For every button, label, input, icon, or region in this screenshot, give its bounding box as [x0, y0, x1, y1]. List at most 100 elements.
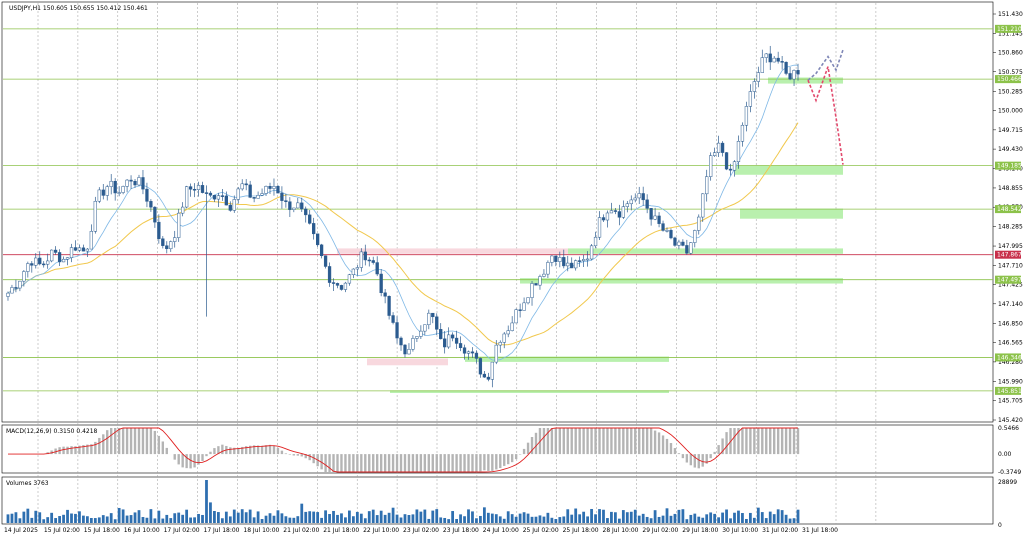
candle: [268, 182, 272, 195]
candle: [558, 251, 562, 268]
candle-body: [85, 248, 90, 252]
candle: [589, 243, 594, 261]
candle: [165, 241, 169, 254]
candle: [458, 336, 463, 352]
candle-body: [665, 230, 669, 232]
volume-bar: [157, 510, 161, 523]
candle-body: [740, 124, 745, 142]
candle-body: [10, 287, 14, 294]
volume-bar: [772, 514, 776, 523]
candle-body: [458, 343, 463, 348]
candle: [538, 274, 542, 290]
volume-bar: [153, 518, 157, 523]
candle-body: [625, 203, 629, 207]
candle-body: [546, 262, 550, 275]
candle: [161, 236, 165, 249]
candle: [784, 61, 788, 76]
candle: [73, 240, 78, 252]
volume-bar: [427, 518, 431, 523]
volume-bar: [10, 513, 14, 523]
candle-body: [716, 142, 721, 153]
candle: [633, 193, 637, 203]
candle: [93, 196, 97, 234]
candle: [22, 270, 26, 287]
candle-body: [423, 324, 427, 332]
candle: [308, 210, 312, 225]
candle: [296, 197, 300, 209]
volume-bar: [741, 513, 744, 523]
candle-body: [621, 206, 625, 218]
candle-body: [121, 186, 125, 193]
volume-bar: [38, 512, 42, 523]
volume-bar: [574, 508, 578, 523]
candle: [403, 344, 407, 358]
volume-bar: [244, 512, 248, 523]
candle-body: [645, 199, 649, 209]
candle: [478, 357, 483, 378]
price-tick-label: 147.425: [998, 282, 1023, 289]
price-tick-label: 146.850: [998, 320, 1023, 327]
volume-bar: [510, 514, 514, 523]
candle: [319, 243, 324, 259]
candle-body: [117, 192, 121, 194]
candle: [85, 248, 90, 258]
candle-body: [236, 188, 240, 200]
volume-bar: [506, 511, 510, 523]
candle-body: [42, 263, 46, 266]
candle-body: [427, 312, 431, 325]
candle: [224, 191, 228, 206]
candle-body: [391, 315, 395, 323]
candle-body: [462, 347, 467, 354]
candle: [625, 200, 629, 213]
level-price-tag: [995, 75, 1021, 84]
price-tick-label: 150.285: [998, 88, 1023, 95]
volume-bar: [276, 510, 280, 523]
volume-bar: [359, 513, 363, 523]
volume-bar: [34, 510, 38, 523]
candle-body: [407, 349, 411, 355]
volume-bar: [411, 514, 415, 523]
candle-body: [105, 186, 109, 196]
time-axis-label: 31 Jul 02:00: [762, 527, 798, 534]
volume-bar: [351, 516, 355, 523]
candle: [645, 194, 649, 214]
forecast-down-path: [807, 66, 844, 165]
volume-bar: [30, 517, 34, 523]
volume-bar: [228, 516, 232, 523]
candle-body: [510, 322, 514, 331]
volume-bar: [177, 512, 181, 523]
volume-bar: [332, 510, 335, 523]
candle: [149, 199, 153, 212]
candle: [482, 371, 487, 378]
candle-body: [216, 195, 221, 200]
volume-bar: [494, 514, 498, 523]
candle-body: [399, 337, 403, 346]
candle: [796, 63, 800, 81]
volume-bar: [141, 517, 145, 523]
candle: [208, 191, 213, 198]
candle: [534, 283, 538, 286]
volume-bar: [205, 480, 208, 523]
candle-body: [760, 57, 764, 73]
candle: [351, 268, 356, 279]
volume-bar: [379, 510, 383, 523]
volume-bar: [614, 512, 617, 523]
volume-bar: [756, 507, 760, 523]
volume-bar: [26, 508, 30, 523]
candle: [609, 202, 614, 214]
candle: [566, 255, 570, 272]
candle: [669, 228, 673, 240]
candle-body: [661, 223, 665, 231]
volume-bar: [18, 518, 22, 523]
candle: [196, 181, 201, 197]
candle-body: [212, 194, 217, 200]
candle: [188, 183, 193, 197]
volume-bar: [371, 509, 375, 523]
volume-bar: [344, 517, 347, 523]
candle-body: [419, 330, 423, 337]
candle-body: [276, 186, 280, 194]
candle: [77, 244, 82, 253]
price-tick-label: 147.995: [998, 243, 1023, 250]
time-axis-label: 16 Jul 10:00: [124, 527, 160, 534]
